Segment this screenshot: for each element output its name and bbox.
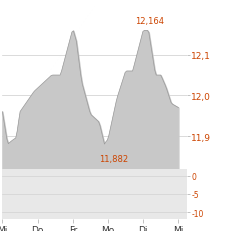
Text: 12,164: 12,164 [136,17,165,26]
Text: 11,882: 11,882 [99,155,128,164]
